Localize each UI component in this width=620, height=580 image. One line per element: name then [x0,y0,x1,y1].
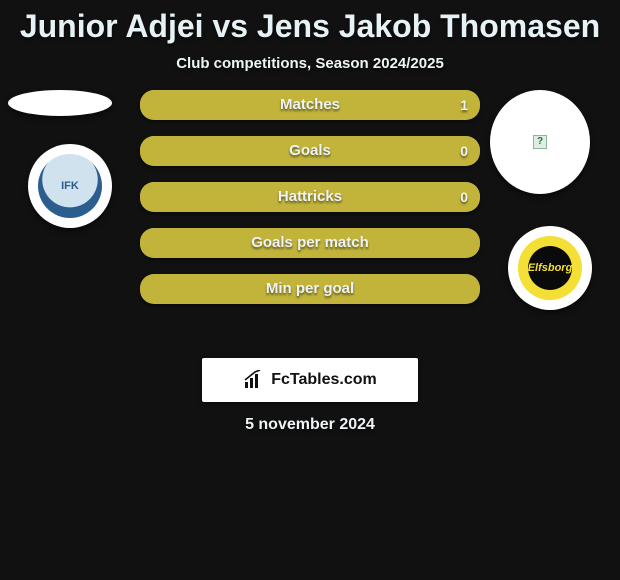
stat-value-right: 0 [460,136,468,166]
player-photo-right: ? [490,90,590,194]
stat-row: Matches1 [140,90,480,120]
stat-value-right: 1 [460,90,468,120]
stat-row: Goals per match [140,228,480,258]
stat-rows: Matches1Goals0Hattricks0Goals per matchM… [140,90,480,320]
stat-row: Goals0 [140,136,480,166]
club-badge-left-label: IFK [38,154,102,218]
club-badge-left: IFK [28,144,112,228]
fctables-logo[interactable]: FcTables.com [202,358,418,402]
page-subtitle: Club competitions, Season 2024/2025 [0,47,620,90]
stat-value-right: 0 [460,182,468,212]
fctables-logo-text: FcTables.com [271,371,377,389]
chart-icon [243,370,265,390]
stat-label: Min per goal [140,274,480,304]
player-photo-left [8,90,112,116]
missing-image-icon: ? [533,135,547,149]
page-title: Junior Adjei vs Jens Jakob Thomasen [0,0,620,47]
stat-row: Min per goal [140,274,480,304]
stat-label: Hattricks [140,182,480,212]
stat-label: Goals per match [140,228,480,258]
stat-row: Hattricks0 [140,182,480,212]
comparison-stage: ? IFK Elfsborg Matches1Goals0Hattricks0G… [0,90,620,350]
club-badge-right-label: Elfsborg [518,236,582,300]
club-badge-right: Elfsborg [508,226,592,310]
snapshot-date: 5 november 2024 [0,402,620,434]
stat-label: Goals [140,136,480,166]
stat-label: Matches [140,90,480,120]
